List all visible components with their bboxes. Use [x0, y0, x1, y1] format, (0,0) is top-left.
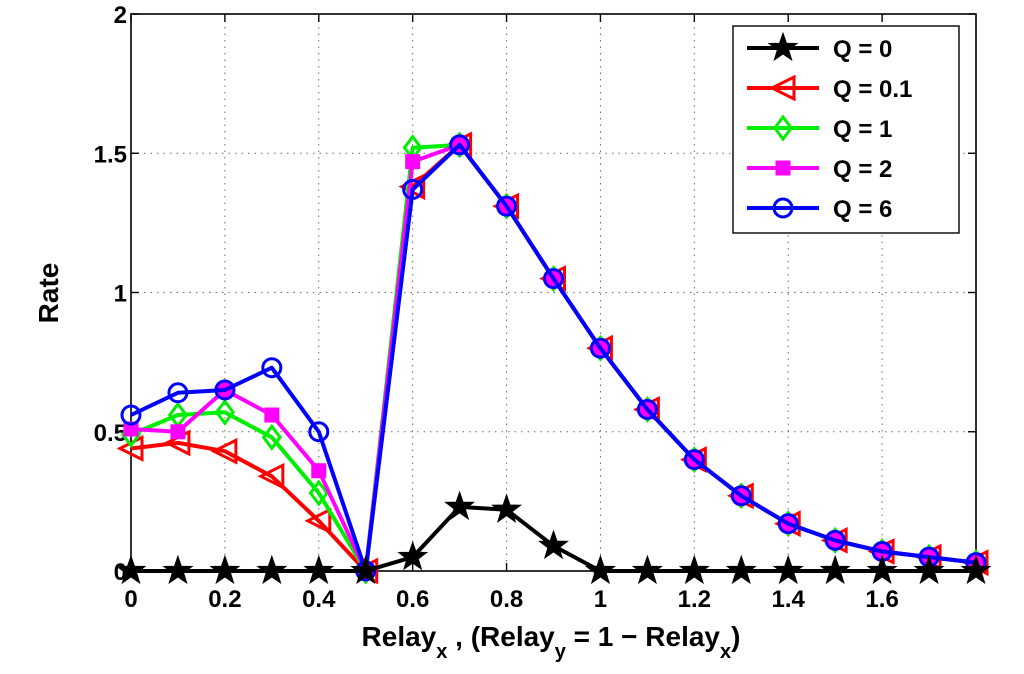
data-point — [308, 479, 329, 507]
data-point — [350, 554, 382, 585]
data-point — [444, 490, 476, 521]
data-point — [683, 449, 705, 471]
legend-label: Q = 0.1 — [833, 76, 912, 103]
data-point — [308, 421, 330, 443]
y-tick-label: 2 — [114, 2, 127, 29]
data-point — [303, 554, 335, 585]
x-tick-label: 0.2 — [208, 586, 241, 613]
data-point — [449, 134, 471, 156]
x-tick-label: 0 — [124, 586, 137, 613]
data-point — [777, 513, 799, 535]
legend-label: Q = 0 — [833, 36, 892, 63]
legend-label: Q = 1 — [833, 116, 892, 143]
data-point — [397, 540, 429, 571]
data-point — [304, 507, 332, 535]
x-tick-label: 1.4 — [772, 586, 806, 613]
data-point — [120, 404, 142, 426]
legend-marker — [772, 114, 794, 142]
data-point — [824, 529, 846, 551]
data-point — [496, 195, 518, 217]
legend-item: Q = 0 — [747, 31, 892, 63]
data-point — [264, 407, 280, 423]
data-point — [261, 357, 283, 379]
data-point — [256, 554, 288, 585]
data-point — [866, 554, 898, 585]
data-point — [589, 337, 611, 359]
data-point — [115, 554, 147, 585]
x-tick-label: 0.8 — [490, 586, 523, 613]
x-tick-label: 1 — [594, 586, 607, 613]
data-point — [167, 382, 189, 404]
series-line — [130, 142, 977, 573]
x-label-eq: = 1 − Relay — [566, 621, 721, 652]
data-point — [491, 493, 523, 523]
data-point — [960, 554, 992, 585]
x-label-sub-y: y — [555, 641, 567, 663]
legend-marker — [772, 197, 794, 219]
y-tick-label: 1.5 — [94, 141, 127, 168]
legend-marker — [767, 31, 799, 62]
data-point — [214, 398, 236, 426]
data-point — [162, 554, 194, 585]
data-point — [678, 554, 710, 585]
x-label-mid: , (Relay — [447, 621, 555, 652]
legend-marker — [768, 74, 796, 102]
ticks: 0 0.2 0.4 0.6 0.8 1 1.2 1.4 1.600.511.52 — [94, 2, 976, 613]
x-axis-label: Relayx , (Relayy = 1 − Relayx) — [362, 621, 741, 663]
data-point — [405, 154, 421, 170]
legend-item: Q = 2 — [747, 156, 892, 183]
data-point — [209, 554, 241, 585]
data-point — [538, 529, 569, 560]
data-point — [819, 554, 851, 585]
x-tick-label: 0.4 — [302, 586, 336, 613]
data-point — [543, 268, 564, 290]
x-tick-label: 1.2 — [678, 586, 711, 613]
y-tick-label: 1 — [114, 281, 127, 308]
legend: Q = 0 Q = 0.1 Q = 1 Q = 2 Q = 6 — [732, 25, 960, 234]
x-label-close: ) — [731, 621, 740, 652]
data-point — [584, 554, 616, 585]
legend-label: Q = 6 — [833, 196, 892, 223]
x-tick-label: 0.6 — [396, 586, 429, 613]
legend-item: Q = 0.1 — [747, 74, 912, 103]
data-point — [210, 437, 238, 465]
data-point — [261, 423, 282, 451]
series-q-0 — [115, 490, 992, 585]
data-point — [116, 435, 144, 462]
data-point — [636, 398, 658, 420]
x-tick-label: 1.6 — [865, 586, 898, 613]
legend-label: Q = 2 — [833, 156, 892, 183]
legend-marker — [775, 160, 791, 176]
data-point — [730, 485, 752, 507]
x-label-sub-x2: x — [720, 641, 731, 663]
y-axis-label: Rate — [33, 263, 64, 324]
data-point — [913, 554, 945, 585]
data-point — [402, 178, 424, 200]
data-point — [631, 554, 663, 585]
legend-item: Q = 6 — [747, 196, 892, 223]
data-point — [123, 421, 139, 437]
data-point — [170, 424, 186, 440]
data-point — [214, 379, 236, 401]
data-point — [311, 463, 327, 479]
series-layer — [115, 131, 992, 585]
legend-item: Q = 1 — [747, 114, 892, 143]
x-label-main: Relay — [362, 621, 437, 652]
series-q-6 — [120, 134, 987, 582]
data-point — [257, 462, 285, 490]
y-tick-label: 0.5 — [94, 420, 127, 447]
x-label-sub-x: x — [436, 641, 447, 663]
data-point — [772, 554, 804, 585]
data-point — [725, 554, 757, 585]
grid — [131, 14, 976, 571]
